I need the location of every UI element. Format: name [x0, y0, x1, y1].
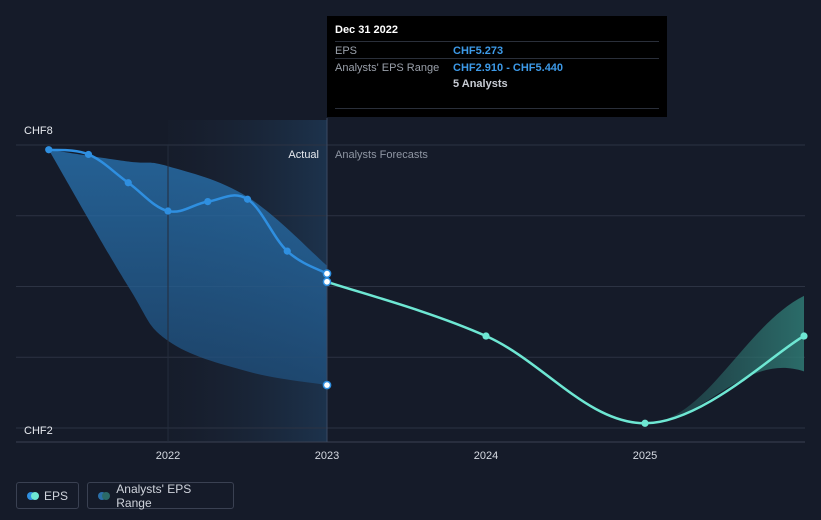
tooltip-range-label: Analysts' EPS Range [335, 62, 440, 74]
tooltip-divider [335, 108, 659, 109]
eps-actual-point-0 [45, 146, 53, 154]
tooltip-row-eps: EPS CHF5.273 [335, 41, 659, 59]
x-tick-label-2023: 2023 [315, 450, 339, 462]
tooltip-eps-label: EPS [335, 45, 358, 57]
y-tick-label-top: CHF8 [24, 125, 53, 137]
eps-actual-point-5 [243, 195, 252, 203]
legend-range[interactable]: Analysts' EPS Range [87, 481, 234, 510]
eps-actual-point-2 [124, 179, 132, 187]
forecast-label: Analysts Forecasts [335, 149, 428, 161]
tooltip-eps-value: CHF5.273 [453, 45, 504, 57]
eps-actual-point-3 [164, 207, 172, 215]
y-tick-label-bottom: CHF2 [24, 425, 53, 437]
legend-range-label: Analysts' EPS Range [116, 481, 192, 510]
tooltip-analysts: 5 Analysts [453, 78, 508, 90]
eps-forecast-point-1 [482, 332, 490, 340]
eps-legend-icon [27, 491, 39, 500]
eps-actual-point-4 [204, 198, 212, 206]
eps-forecast-point-2 [641, 419, 649, 427]
tooltip-row-analysts: 5 Analysts [335, 75, 659, 92]
eps-actual-point-7 [322, 269, 332, 278]
range-low-marker [322, 380, 332, 390]
legend-eps-label: EPS [43, 488, 68, 503]
eps-actual-line [48, 148, 328, 275]
eps-forecast-point-3 [800, 332, 808, 340]
eps-forecast-line [326, 280, 805, 425]
tooltip: Dec 31 2022 EPS CHF5.273 Analysts' EPS R… [327, 16, 667, 117]
eps-forecast-point-0 [322, 277, 332, 287]
eps-range-band-forecast [645, 295, 804, 424]
actual-label: Actual [288, 149, 319, 161]
tooltip-date: Dec 31 2022 [335, 24, 398, 36]
x-tick-label-2025: 2025 [633, 450, 657, 462]
eps-actual-point-1 [84, 150, 93, 159]
eps-actual-point-6 [283, 247, 291, 255]
x-tick-label-2022: 2022 [156, 450, 180, 462]
tooltip-range-value: CHF2.910 - CHF5.440 [453, 62, 564, 74]
legend-eps[interactable]: EPS [16, 482, 79, 509]
x-tick-label-2024: 2024 [474, 450, 498, 462]
range-legend-icon [98, 491, 110, 500]
tooltip-row-range: Analysts' EPS Range CHF2.910 - CHF5.440 [335, 58, 659, 76]
